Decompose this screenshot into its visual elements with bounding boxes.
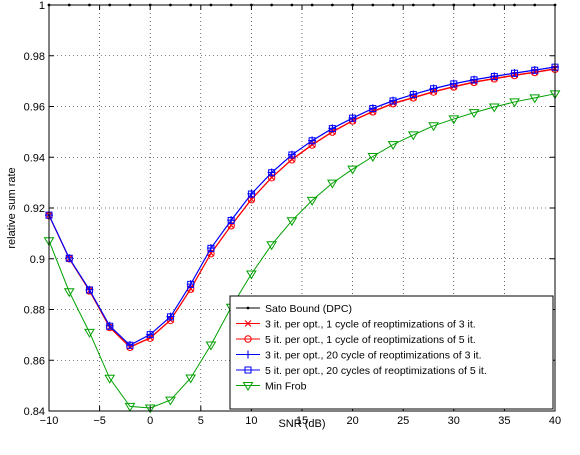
legend-item: 3 it. per opt., 1 cycle of reoptimizatio… xyxy=(236,319,476,331)
y-tick-label: 0.94 xyxy=(24,152,45,164)
data-point xyxy=(124,402,136,412)
y-axis-label: relative sum rate xyxy=(6,167,18,248)
data-point xyxy=(247,190,255,198)
series-5 xyxy=(45,63,559,349)
x-tick-label: 0 xyxy=(147,415,153,427)
series-line xyxy=(48,93,556,409)
y-tick-label: 1 xyxy=(39,0,45,12)
data-point xyxy=(244,350,252,359)
data-point xyxy=(146,331,154,339)
data-point xyxy=(349,114,357,122)
data-point xyxy=(286,217,298,227)
data-point xyxy=(144,404,156,414)
data-point xyxy=(288,151,296,159)
data-point xyxy=(511,69,519,77)
legend-label: 5 it. per opt., 1 cycle of reoptimizatio… xyxy=(265,334,476,346)
y-tick-label: 0.9 xyxy=(30,254,45,266)
data-point xyxy=(242,382,254,391)
data-point xyxy=(106,322,114,330)
series-group xyxy=(43,3,561,414)
data-point xyxy=(347,165,358,175)
x-tick-label: 15 xyxy=(296,415,308,427)
legend: Sato Bound (DPC) 3 it. per opt., 1 cycle … xyxy=(229,295,554,410)
data-point xyxy=(529,94,541,104)
x-tick-label: 35 xyxy=(498,415,510,427)
data-point xyxy=(227,216,235,224)
legend-label: 5 it. per opt., 20 cycles of reoptimizat… xyxy=(265,365,487,377)
data-point xyxy=(85,286,93,294)
data-point xyxy=(185,374,197,384)
data-point xyxy=(409,91,417,99)
legend-item: 5 it. per opt., 20 cycles of reoptimizat… xyxy=(236,365,487,377)
legend-label: 3 it. per opt., 1 cycle of reoptimizatio… xyxy=(265,319,476,331)
data-point xyxy=(326,179,338,189)
x-tick-label: −10 xyxy=(40,415,59,427)
data-point xyxy=(389,97,397,105)
data-point xyxy=(407,131,419,141)
data-point xyxy=(509,98,520,108)
data-point xyxy=(84,328,95,338)
data-point xyxy=(468,109,480,119)
data-point xyxy=(488,103,500,113)
x-tick-label: 5 xyxy=(198,415,204,427)
data-point xyxy=(65,254,73,262)
y-tick-label: 0.84 xyxy=(24,406,45,418)
y-tick-label: 0.92 xyxy=(24,203,45,215)
data-point xyxy=(306,196,318,206)
legend-box xyxy=(229,295,554,410)
data-point xyxy=(308,137,316,145)
data-point xyxy=(490,73,498,81)
data-point xyxy=(187,280,195,288)
y-tick-label: 0.98 xyxy=(24,51,45,63)
x-tick-label: 30 xyxy=(448,415,460,427)
data-point xyxy=(369,105,377,113)
y-tick-label: 0.86 xyxy=(24,355,45,367)
data-point xyxy=(166,313,174,321)
x-tick-label: 40 xyxy=(549,415,561,427)
data-point xyxy=(531,66,539,74)
data-point xyxy=(104,374,116,384)
data-point xyxy=(428,122,439,132)
data-point xyxy=(244,320,252,327)
data-point xyxy=(430,85,438,93)
x-tick-label: −5 xyxy=(93,415,106,427)
data-point xyxy=(367,152,379,162)
data-point xyxy=(448,115,460,125)
data-point xyxy=(450,80,458,88)
legend-label: Sato Bound (DPC) xyxy=(265,303,352,315)
data-point xyxy=(165,396,176,406)
data-point xyxy=(387,141,399,151)
data-point xyxy=(244,335,252,343)
legend-item: 3 it. per opt., 20 cycle of reoptimizati… xyxy=(236,350,482,362)
legend-label: 3 it. per opt., 20 cycle of reoptimizati… xyxy=(265,350,482,362)
legend-label: Min Frob xyxy=(265,381,307,393)
y-tick-label: 0.96 xyxy=(24,102,45,114)
data-point xyxy=(328,125,336,133)
legend-item: Sato Bound (DPC) xyxy=(236,303,352,315)
data-point xyxy=(266,241,278,251)
data-point xyxy=(207,244,215,252)
y-tick-label: 0.88 xyxy=(24,305,45,317)
x-axis-label: SNR (dB) xyxy=(278,418,325,430)
data-point xyxy=(246,270,257,280)
data-point xyxy=(470,76,478,84)
data-point xyxy=(205,341,217,351)
data-point xyxy=(268,169,276,177)
data-point xyxy=(63,288,75,298)
data-point xyxy=(246,306,250,310)
x-tick-label: 20 xyxy=(346,415,358,427)
data-point xyxy=(126,341,134,349)
x-tick-label: 10 xyxy=(245,415,257,427)
data-point xyxy=(244,366,252,374)
x-tick-label: 25 xyxy=(397,415,409,427)
legend-item: Min Frob xyxy=(236,381,307,393)
legend-item: 5 it. per opt., 1 cycle of reoptimizatio… xyxy=(236,334,476,346)
